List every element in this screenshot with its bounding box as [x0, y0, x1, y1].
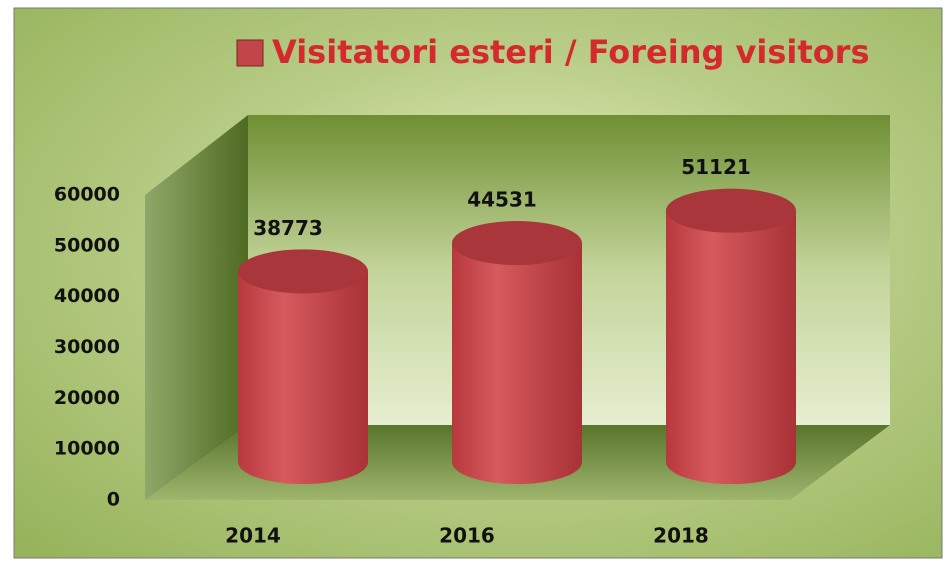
x-tick-label: 2016 [439, 524, 495, 548]
cylinder-body [238, 271, 368, 484]
cylinder-top [238, 249, 368, 294]
data-label: 44531 [467, 188, 537, 212]
y-tick-label: 0 [107, 489, 120, 511]
legend-swatch [236, 39, 264, 67]
y-tick-label: 10000 [54, 438, 120, 460]
y-tick-label: 50000 [54, 234, 120, 256]
y-tick-label: 40000 [54, 285, 120, 307]
legend-label: Visitatori esteri / Foreing visitors [272, 33, 870, 71]
side-wall [145, 115, 248, 500]
y-tick-label: 30000 [54, 336, 120, 358]
data-label: 51121 [681, 155, 751, 179]
x-tick-label: 2014 [225, 524, 281, 548]
x-tick-label: 2018 [653, 524, 709, 548]
data-label: 38773 [253, 216, 323, 240]
cylinder-body [666, 210, 796, 484]
cylinder-top [452, 221, 582, 266]
cylinder-body [452, 243, 582, 484]
y-tick-label: 20000 [54, 387, 120, 409]
y-tick-label: 60000 [54, 184, 120, 206]
cylinder-top [666, 188, 796, 233]
